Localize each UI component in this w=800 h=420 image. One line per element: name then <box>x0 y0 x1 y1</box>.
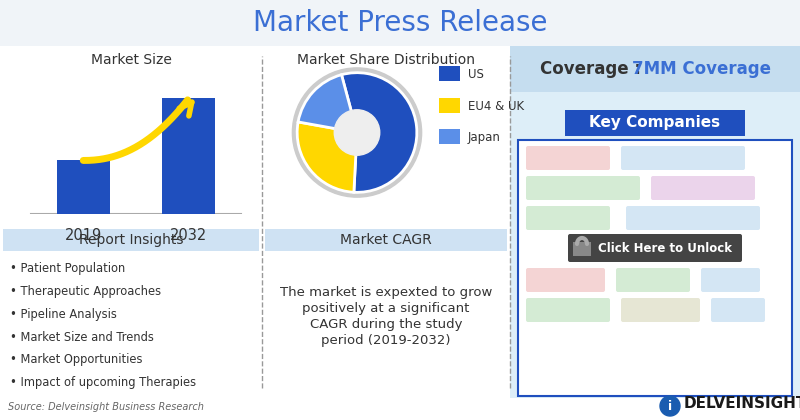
Text: • Market Size and Trends: • Market Size and Trends <box>10 331 154 344</box>
Text: DELVEINSIGHT: DELVEINSIGHT <box>684 396 800 411</box>
Text: Key Companies: Key Companies <box>590 116 721 131</box>
FancyBboxPatch shape <box>621 146 745 170</box>
FancyBboxPatch shape <box>701 268 760 292</box>
Circle shape <box>292 68 422 197</box>
FancyBboxPatch shape <box>439 97 460 113</box>
Bar <box>162 98 215 214</box>
FancyBboxPatch shape <box>616 268 690 292</box>
Text: 2019: 2019 <box>65 228 102 243</box>
Text: Report Insights: Report Insights <box>78 233 183 247</box>
Circle shape <box>660 396 680 416</box>
Text: 7MM Coverage: 7MM Coverage <box>632 60 771 78</box>
FancyBboxPatch shape <box>518 140 792 396</box>
FancyBboxPatch shape <box>626 206 760 230</box>
Text: positively at a significant: positively at a significant <box>302 302 470 315</box>
FancyBboxPatch shape <box>510 46 800 92</box>
Text: • Pipeline Analysis: • Pipeline Analysis <box>10 308 117 321</box>
Wedge shape <box>298 75 357 133</box>
Text: 2032: 2032 <box>170 228 207 243</box>
FancyBboxPatch shape <box>565 110 745 136</box>
Text: Market CAGR: Market CAGR <box>340 233 432 247</box>
Bar <box>57 160 110 214</box>
FancyBboxPatch shape <box>3 229 259 251</box>
Text: Click Here to Unlock: Click Here to Unlock <box>598 241 732 255</box>
FancyBboxPatch shape <box>526 206 610 230</box>
Text: • Patient Population: • Patient Population <box>10 262 126 275</box>
Text: Japan: Japan <box>468 131 501 144</box>
FancyBboxPatch shape <box>526 298 610 322</box>
Text: Market Size: Market Size <box>90 53 171 67</box>
FancyBboxPatch shape <box>651 176 755 200</box>
Text: • Therapeutic Approaches: • Therapeutic Approaches <box>10 285 161 298</box>
FancyBboxPatch shape <box>621 298 700 322</box>
Text: • Market Opportunities: • Market Opportunities <box>10 353 142 366</box>
FancyBboxPatch shape <box>526 146 610 170</box>
Circle shape <box>334 110 380 155</box>
FancyBboxPatch shape <box>510 46 800 398</box>
Text: • Impact of upcoming Therapies: • Impact of upcoming Therapies <box>10 376 196 389</box>
FancyBboxPatch shape <box>568 234 742 262</box>
Text: Market Press Release: Market Press Release <box>253 9 547 37</box>
Text: CAGR during the study: CAGR during the study <box>310 318 462 331</box>
FancyBboxPatch shape <box>439 66 460 81</box>
Text: EU4 & UK: EU4 & UK <box>468 100 524 113</box>
Wedge shape <box>342 73 417 192</box>
FancyBboxPatch shape <box>711 298 765 322</box>
Text: The market is expexted to grow: The market is expexted to grow <box>280 286 492 299</box>
FancyBboxPatch shape <box>439 129 460 144</box>
FancyBboxPatch shape <box>265 229 507 251</box>
FancyBboxPatch shape <box>0 0 800 46</box>
FancyBboxPatch shape <box>573 242 591 256</box>
Text: Source: Delveinsight Business Research: Source: Delveinsight Business Research <box>8 402 204 412</box>
Text: i: i <box>668 399 672 412</box>
FancyBboxPatch shape <box>526 176 640 200</box>
Text: US: US <box>468 68 484 81</box>
Text: period (2019-2032): period (2019-2032) <box>322 334 450 347</box>
FancyBboxPatch shape <box>526 268 605 292</box>
Text: Coverage :: Coverage : <box>540 60 646 78</box>
Wedge shape <box>297 122 357 192</box>
Text: Market Share Distribution: Market Share Distribution <box>297 53 475 67</box>
